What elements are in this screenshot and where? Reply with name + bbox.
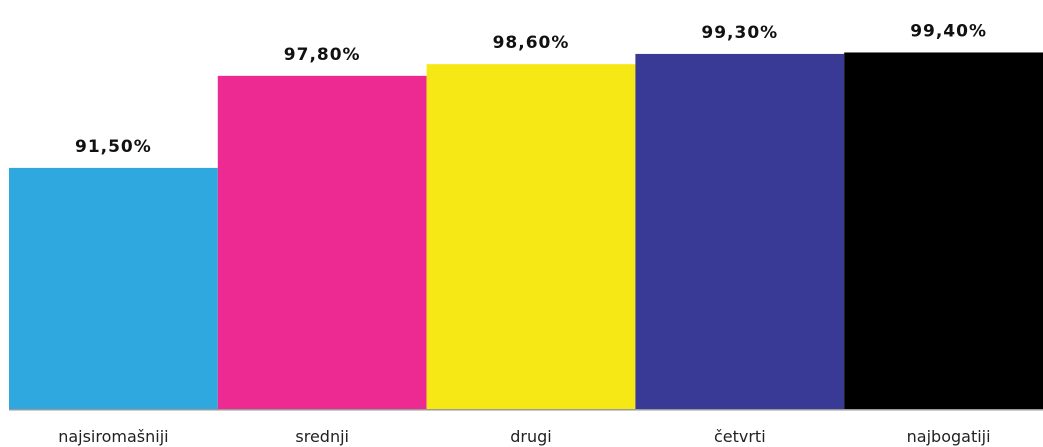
bar-5	[844, 52, 1043, 409]
value-label-3: 98,60%	[493, 33, 570, 53]
value-label-2: 97,80%	[284, 45, 361, 65]
value-label-1: 91,50%	[75, 137, 152, 157]
value-labels-group: 91,50% 97,80% 98,60% 99,30% 99,40%	[75, 21, 987, 157]
value-label-5: 99,40%	[910, 21, 987, 41]
bar-2	[217, 75, 427, 409]
category-labels-group: najsiromašniji srednji drugi četvrti najboga…	[58, 427, 990, 446]
category-label-3: drugi	[510, 427, 551, 446]
category-label-2: srednji	[295, 427, 349, 446]
bar-1	[9, 167, 218, 409]
bars-group	[9, 52, 1043, 410]
category-label-5: najbogatiji	[907, 427, 991, 446]
value-label-4: 99,30%	[701, 23, 778, 43]
bar-3	[426, 64, 636, 409]
category-label-4: četvrti	[714, 427, 766, 446]
bar-4	[635, 53, 845, 410]
category-label-1: najsiromašniji	[58, 427, 168, 446]
